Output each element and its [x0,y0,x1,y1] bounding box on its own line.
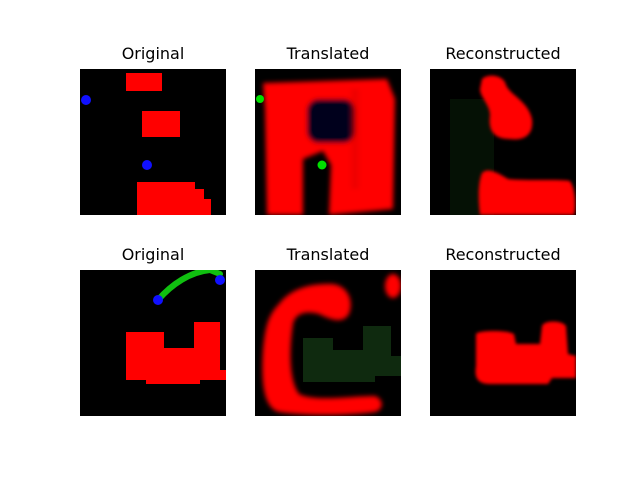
image-original-1 [80,69,226,215]
image-translated-2 [255,270,401,416]
panel-title-reconstructed-1: Reconstructed [445,44,561,63]
panel-title-original-1: Original [121,44,185,63]
image-reconstructed-1 [430,69,576,215]
image-original-2 [80,270,226,416]
panel-title-original-2: Original [121,245,185,264]
image-reconstructed-2 [430,270,576,416]
panel-title-translated-1: Translated [286,44,370,63]
image-translated-1 [255,69,401,215]
panel-title-translated-2: Translated [286,245,370,264]
panel-title-reconstructed-2: Reconstructed [445,245,561,264]
